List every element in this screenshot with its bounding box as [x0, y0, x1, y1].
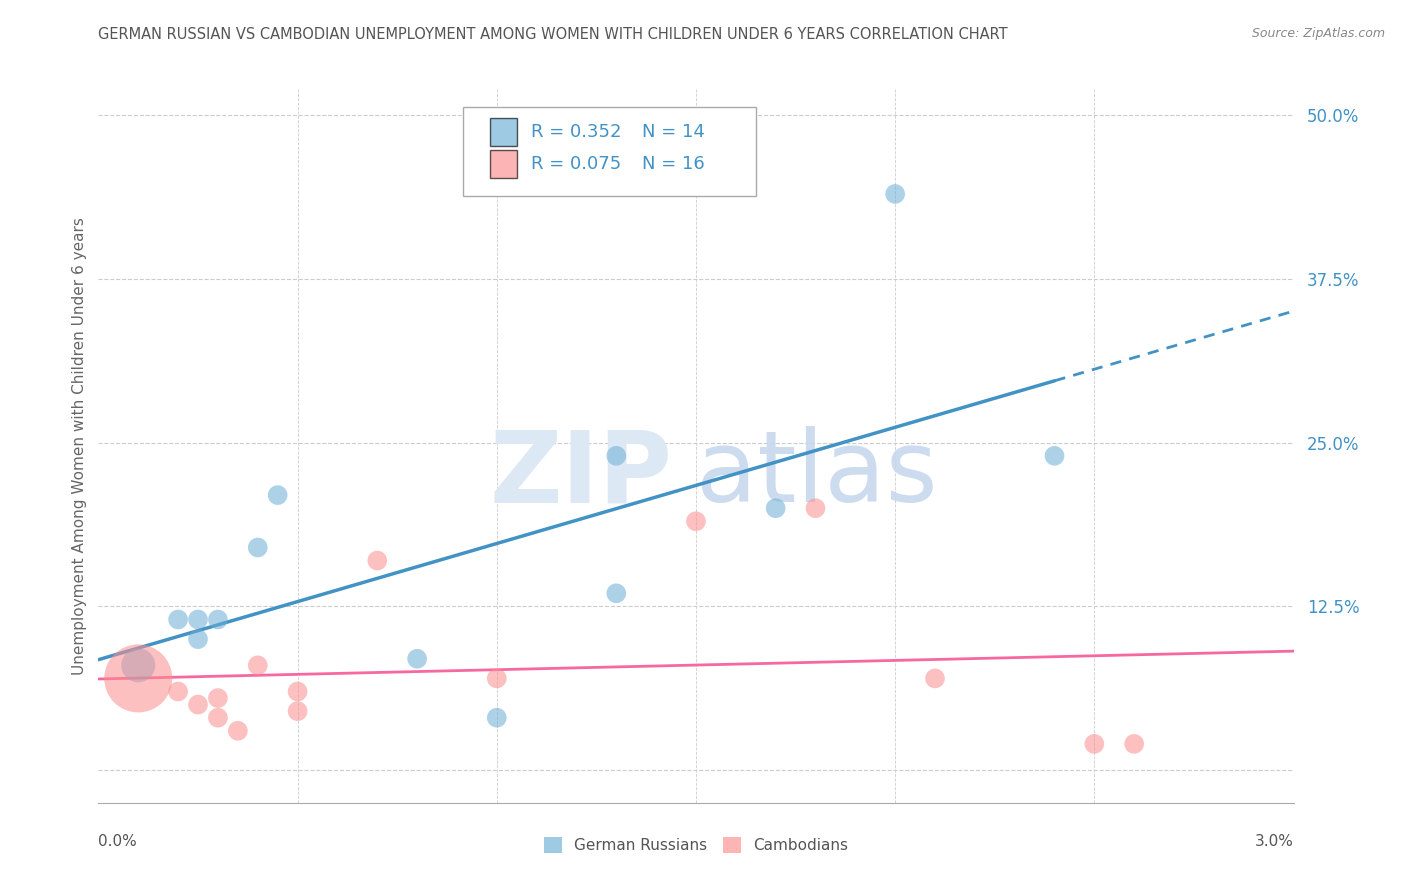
- Point: [246, 541, 269, 555]
- FancyBboxPatch shape: [491, 118, 517, 146]
- Point: [1083, 737, 1105, 751]
- Point: [605, 449, 627, 463]
- Point: [207, 691, 229, 706]
- Point: [884, 186, 907, 201]
- Text: N = 16: N = 16: [643, 155, 704, 173]
- Point: [406, 652, 429, 666]
- Point: [167, 612, 190, 626]
- Text: R = 0.352: R = 0.352: [531, 123, 621, 141]
- Point: [187, 632, 209, 647]
- Point: [485, 672, 508, 686]
- FancyBboxPatch shape: [491, 150, 517, 178]
- Point: [366, 553, 388, 567]
- Text: R = 0.075: R = 0.075: [531, 155, 621, 173]
- Point: [287, 704, 309, 718]
- Point: [685, 514, 707, 528]
- Point: [207, 612, 229, 626]
- Point: [804, 501, 827, 516]
- Point: [765, 501, 787, 516]
- Point: [187, 612, 209, 626]
- Text: GERMAN RUSSIAN VS CAMBODIAN UNEMPLOYMENT AMONG WOMEN WITH CHILDREN UNDER 6 YEARS: GERMAN RUSSIAN VS CAMBODIAN UNEMPLOYMENT…: [98, 27, 1008, 42]
- Point: [167, 684, 190, 698]
- Text: 3.0%: 3.0%: [1254, 834, 1294, 849]
- Text: 0.0%: 0.0%: [98, 834, 138, 849]
- Point: [267, 488, 290, 502]
- Point: [207, 711, 229, 725]
- Text: ZIP: ZIP: [489, 426, 672, 523]
- Point: [226, 723, 249, 738]
- Y-axis label: Unemployment Among Women with Children Under 6 years: Unemployment Among Women with Children U…: [72, 217, 87, 675]
- Point: [246, 658, 269, 673]
- Point: [924, 672, 946, 686]
- Point: [1123, 737, 1146, 751]
- Legend: German Russians, Cambodians: German Russians, Cambodians: [537, 831, 855, 859]
- Point: [1043, 449, 1066, 463]
- Point: [187, 698, 209, 712]
- Point: [287, 684, 309, 698]
- Text: N = 14: N = 14: [643, 123, 704, 141]
- Point: [127, 658, 149, 673]
- Text: atlas: atlas: [696, 426, 938, 523]
- Text: Source: ZipAtlas.com: Source: ZipAtlas.com: [1251, 27, 1385, 40]
- FancyBboxPatch shape: [463, 107, 756, 196]
- Point: [605, 586, 627, 600]
- Point: [127, 672, 149, 686]
- Point: [485, 711, 508, 725]
